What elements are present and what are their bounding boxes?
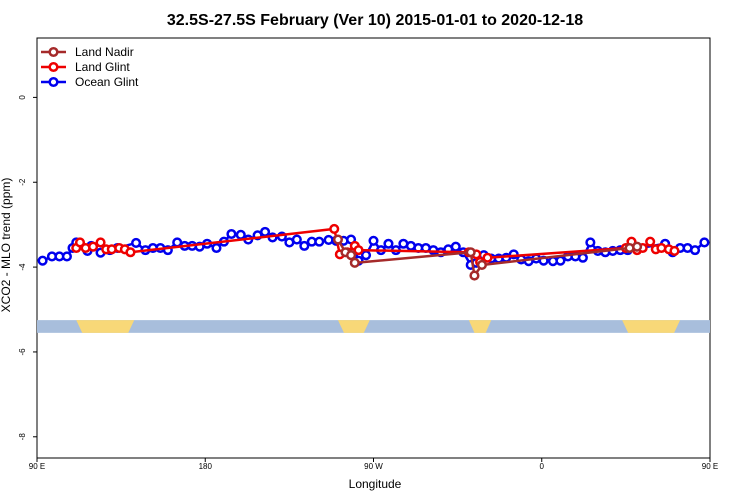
y-tick-label-0: 0 <box>18 95 27 100</box>
land-ocean-band <box>37 320 710 333</box>
point-ocean-glint-40 <box>360 250 372 261</box>
point-ocean-glint-24 <box>235 229 246 240</box>
point-ocean-glint-66 <box>555 255 566 266</box>
y-tick-label-1: -2 <box>18 178 27 186</box>
point-land-glint-4 <box>95 237 106 248</box>
y-axis: 0 -2 -4 -6 -8 <box>18 95 37 441</box>
legend-label-land-glint: Land Glint <box>75 60 130 74</box>
point-ocean-glint-27 <box>260 226 271 237</box>
point-land-glint-23 <box>645 236 656 247</box>
point-land-nadir-8 <box>632 241 643 252</box>
point-ocean-glint-3 <box>61 251 72 262</box>
band-land-segment-3 <box>622 320 681 333</box>
point-land-glint-10 <box>329 223 340 234</box>
point-ocean-glint-0 <box>37 255 48 266</box>
point-land-nadir-5 <box>469 270 480 281</box>
point-ocean-glint-11 <box>131 237 142 248</box>
point-ocean-glint-70 <box>585 237 596 248</box>
point-ocean-glint-31 <box>291 234 302 245</box>
legend-marker-land-nadir <box>48 46 59 58</box>
point-land-glint-3 <box>88 241 99 252</box>
point-land-nadir-6 <box>476 259 487 271</box>
band-land-segment-2 <box>468 320 492 333</box>
point-land-glint-14 <box>353 245 364 256</box>
point-land-nadir-3 <box>349 257 360 268</box>
point-ocean-glint-34 <box>314 236 325 247</box>
point-ocean-glint-41 <box>368 235 379 246</box>
legend-marker-land-glint <box>48 61 59 73</box>
point-land-nadir-4 <box>465 247 476 258</box>
band-land-segment-0 <box>76 320 135 333</box>
y-tick-label-2: -4 <box>18 263 27 271</box>
x-tick-label-1: 180 <box>199 462 213 471</box>
point-land-nadir-0 <box>332 234 344 245</box>
series-layer <box>37 223 710 281</box>
x-tick-label-4: 90 E <box>702 462 718 471</box>
x-axis: 90 E 180 90 W 0 90 E <box>29 458 718 471</box>
point-land-nadir-2 <box>346 250 357 261</box>
x-axis-label: Longitude <box>349 477 402 491</box>
point-land-glint-9 <box>125 247 136 258</box>
point-ocean-glint-21 <box>211 242 222 254</box>
legend-marker-ocean-glint <box>48 76 59 88</box>
x-tick-label-3: 0 <box>540 462 545 471</box>
point-ocean-glint-32 <box>299 240 310 251</box>
x-tick-label-0: 90 E <box>29 462 45 471</box>
chart-title: 32.5S-27.5S February (Ver 10) 2015-01-01… <box>167 12 583 29</box>
point-land-glint-18 <box>482 252 493 263</box>
y-tick-label-3: -6 <box>18 348 27 356</box>
legend-label-ocean-glint: Ocean Glint <box>75 75 139 89</box>
point-land-glint-27 <box>669 245 680 257</box>
legend-label-land-nadir: Land Nadir <box>75 45 134 59</box>
y-axis-label: XCO2 - MLO trend (ppm) <box>0 178 13 313</box>
band-ocean <box>37 320 710 333</box>
plot-area <box>36 37 711 459</box>
y-tick-label-4: -8 <box>18 433 27 441</box>
band-land-segment-1 <box>337 320 370 333</box>
point-ocean-glint-23 <box>226 228 237 240</box>
point-ocean-glint-80 <box>689 245 701 256</box>
point-ocean-glint-43 <box>383 238 394 249</box>
x-tick-label-2: 90 W <box>364 462 383 471</box>
point-land-glint-1 <box>74 237 86 248</box>
point-ocean-glint-52 <box>450 241 461 252</box>
series-land-nadir <box>332 234 643 281</box>
point-ocean-glint-81 <box>699 237 710 248</box>
point-ocean-glint-69 <box>577 252 588 263</box>
